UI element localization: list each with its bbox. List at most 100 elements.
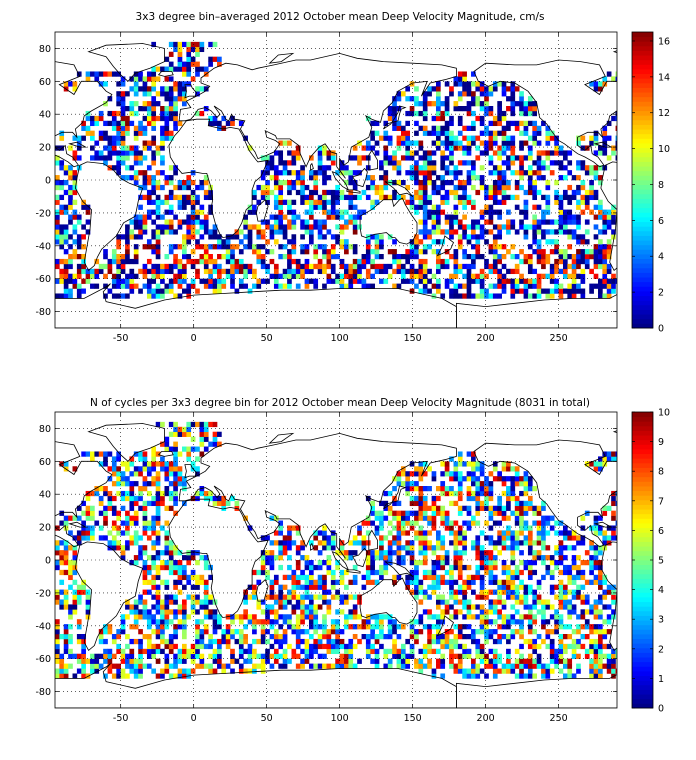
data-bin [138, 638, 143, 645]
data-bin [457, 574, 463, 581]
data-bin [85, 115, 91, 122]
data-bin [138, 160, 143, 166]
data-bin [427, 234, 432, 240]
data-bin [475, 278, 481, 284]
data-bin [527, 96, 533, 102]
data-bin [523, 140, 529, 146]
data-bin [55, 175, 60, 181]
data-bin [392, 254, 397, 260]
data-bin [142, 115, 148, 122]
data-bin [453, 599, 459, 605]
data-bin [120, 263, 126, 270]
data-bin [151, 66, 157, 72]
data-bin [190, 658, 196, 664]
data-bin [370, 199, 375, 205]
data-bin [361, 634, 367, 640]
data-bin [440, 540, 446, 546]
data-bin [177, 431, 183, 437]
data-bin [339, 209, 345, 215]
data-bin [453, 219, 459, 225]
data-bin [116, 525, 121, 531]
data-bin [418, 525, 424, 531]
data-bin [598, 175, 603, 181]
data-bin [76, 283, 82, 289]
data-bin [195, 91, 200, 97]
data-bin [151, 560, 157, 566]
data-bin [374, 263, 380, 270]
data-bin [383, 555, 389, 561]
data-bin [409, 244, 415, 250]
data-bin [501, 490, 507, 497]
data-bin [344, 165, 349, 171]
data-bin [475, 569, 481, 576]
data-bin [611, 288, 616, 294]
data-bin [81, 204, 86, 210]
data-bin [287, 180, 292, 186]
data-bin [116, 634, 121, 640]
data-bin [326, 643, 332, 650]
data-bin [475, 115, 481, 122]
data-bin [541, 530, 546, 536]
data-bin [440, 555, 446, 561]
data-bin [282, 170, 288, 176]
data-bin [177, 668, 183, 674]
data-bin [103, 283, 108, 289]
data-bin [304, 219, 310, 225]
data-bin [571, 268, 577, 275]
data-bin [427, 663, 432, 669]
data-bin [160, 609, 165, 615]
data-bin [422, 540, 428, 546]
data-bin [173, 451, 178, 457]
data-bin [221, 239, 227, 245]
data-bin [431, 101, 437, 107]
data-bin [265, 239, 270, 245]
data-bin [217, 663, 222, 669]
data-bin [142, 564, 148, 571]
data-bin [326, 589, 332, 595]
data-bin [203, 495, 209, 502]
data-bin [243, 214, 248, 220]
data-bin [418, 170, 424, 176]
data-bin [138, 86, 143, 92]
data-bin [90, 451, 95, 457]
data-bin [422, 219, 428, 225]
data-bin [186, 194, 192, 201]
data-bin [199, 431, 205, 437]
data-bin [392, 101, 397, 107]
data-bin [435, 486, 441, 492]
data-bin [405, 130, 411, 136]
data-bin [55, 629, 60, 635]
data-bin [230, 619, 235, 625]
data-bin [282, 663, 288, 669]
data-bin [374, 120, 380, 127]
data-bin [186, 71, 192, 77]
data-bin [133, 560, 139, 566]
data-bin [457, 481, 463, 487]
data-bin [182, 584, 187, 590]
data-bin [199, 599, 205, 605]
data-bin [68, 214, 73, 220]
data-bin [217, 441, 222, 447]
data-bin [598, 249, 603, 255]
data-bin [217, 431, 222, 437]
data-bin [63, 234, 69, 240]
data-bin [247, 145, 253, 151]
data-bin [584, 229, 590, 235]
data-bin [107, 258, 113, 265]
data-bin [466, 86, 472, 92]
data-bin [405, 155, 411, 161]
data-bin [330, 194, 336, 201]
data-bin [68, 288, 73, 294]
data-bin [146, 283, 152, 289]
data-bin [409, 540, 415, 546]
data-bin [405, 510, 411, 516]
data-bin [278, 229, 284, 235]
data-bin [278, 564, 284, 571]
data-bin [479, 120, 485, 127]
data-bin [506, 155, 511, 161]
data-bin [221, 668, 227, 674]
data-bin [615, 278, 617, 284]
data-bin [501, 584, 507, 590]
data-bin [160, 170, 165, 176]
data-bin [488, 160, 494, 166]
